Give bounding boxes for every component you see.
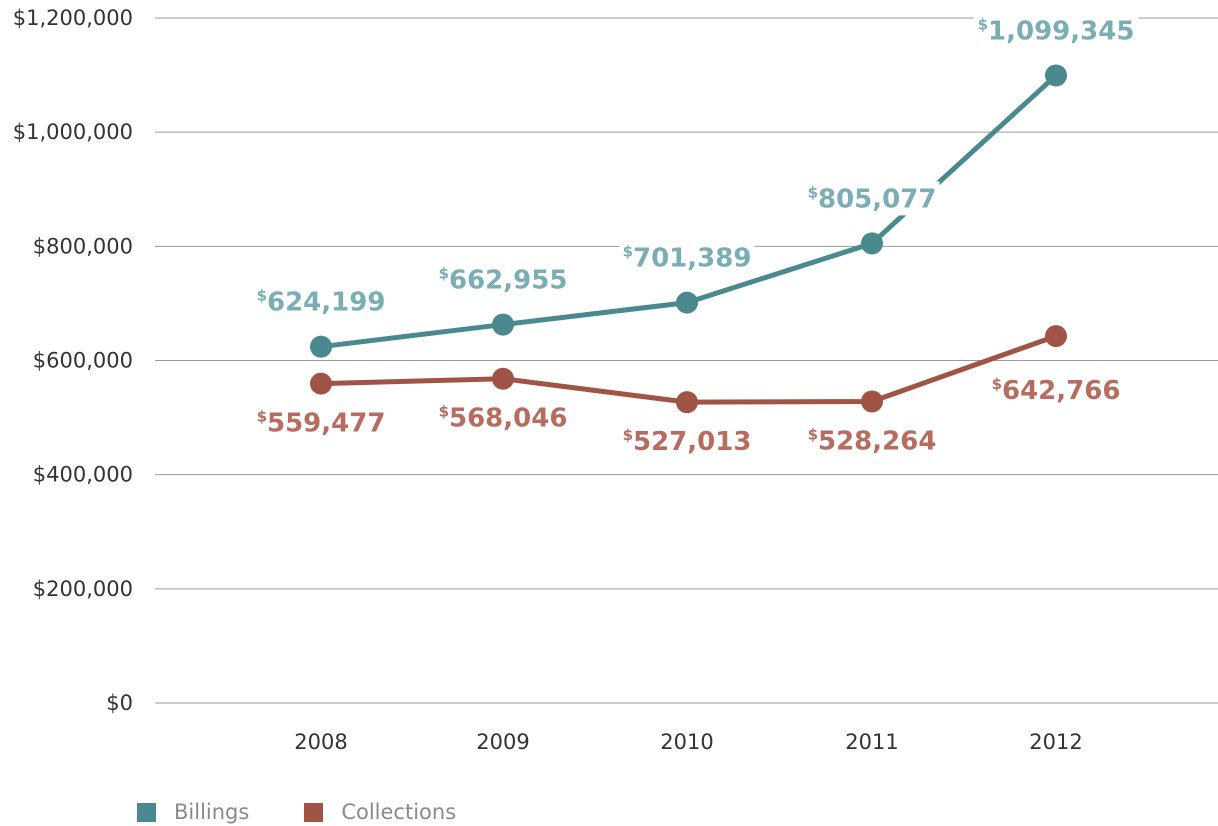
grid-lines — [155, 17, 1218, 704]
legend-item-collections: Collections — [304, 800, 456, 824]
y-axis-ticks: $0 $200,000 $400,000 $600,000 $800,000 $1,000… — [13, 6, 133, 715]
y-tick-label: $800,000 — [33, 234, 133, 258]
data-label-collections: $527,013 — [623, 426, 752, 457]
legend-label-collections: Collections — [341, 800, 457, 824]
data-labels: $624,199 $662,955 $701,389 $805,077 $1,099,3… — [253, 13, 1139, 457]
legend-label-billings: Billings — [174, 800, 250, 824]
y-tick-label: $400,000 — [33, 463, 133, 487]
data-point-collections — [861, 390, 883, 413]
y-tick-label: $0 — [106, 691, 133, 715]
data-point-billings — [1045, 64, 1067, 87]
y-tick-label: $1,000,000 — [13, 120, 133, 144]
data-label-collections: $528,264 — [808, 425, 937, 456]
data-point-billings — [676, 291, 698, 314]
data-label-billings: $701,389 — [623, 243, 752, 274]
data-label-billings: $624,199 — [257, 287, 386, 318]
x-axis-ticks: 2008 2009 2010 2011 2012 — [294, 730, 1082, 754]
data-point-billings — [861, 232, 883, 255]
x-tick-label: 2010 — [660, 730, 713, 754]
data-point-billings — [492, 313, 514, 336]
x-tick-label: 2011 — [845, 730, 898, 754]
legend-swatch-billings — [137, 802, 156, 822]
data-label-collections: $568,046 — [439, 403, 568, 434]
label-backing — [619, 240, 755, 275]
data-label-billings: $1,099,345 — [978, 15, 1135, 46]
data-label-collections: $559,477 — [257, 408, 386, 439]
data-point-billings — [310, 335, 332, 358]
line-chart: $0 $200,000 $400,000 $600,000 $800,000 $1,000… — [13, 6, 1218, 754]
legend: Billings Collections — [137, 800, 511, 824]
legend-swatch-collections — [304, 802, 324, 822]
data-label-collections: $642,766 — [992, 375, 1121, 406]
label-backing — [804, 181, 940, 216]
data-label-billings: $805,077 — [808, 183, 937, 214]
label-backing — [253, 284, 389, 319]
data-point-collections — [1045, 325, 1067, 348]
y-tick-label: $600,000 — [33, 349, 133, 373]
data-point-collections — [676, 391, 698, 414]
data-point-collections — [310, 372, 332, 395]
legend-item-billings: Billings — [137, 800, 249, 824]
y-tick-label: $200,000 — [33, 577, 133, 601]
y-tick-label: $1,200,000 — [13, 6, 133, 30]
x-tick-label: 2009 — [476, 730, 529, 754]
x-tick-label: 2008 — [294, 730, 347, 754]
label-backing — [435, 262, 571, 297]
data-point-collections — [492, 367, 514, 390]
data-label-billings: $662,955 — [439, 265, 568, 296]
x-tick-label: 2012 — [1029, 730, 1082, 754]
label-backing — [973, 13, 1139, 48]
